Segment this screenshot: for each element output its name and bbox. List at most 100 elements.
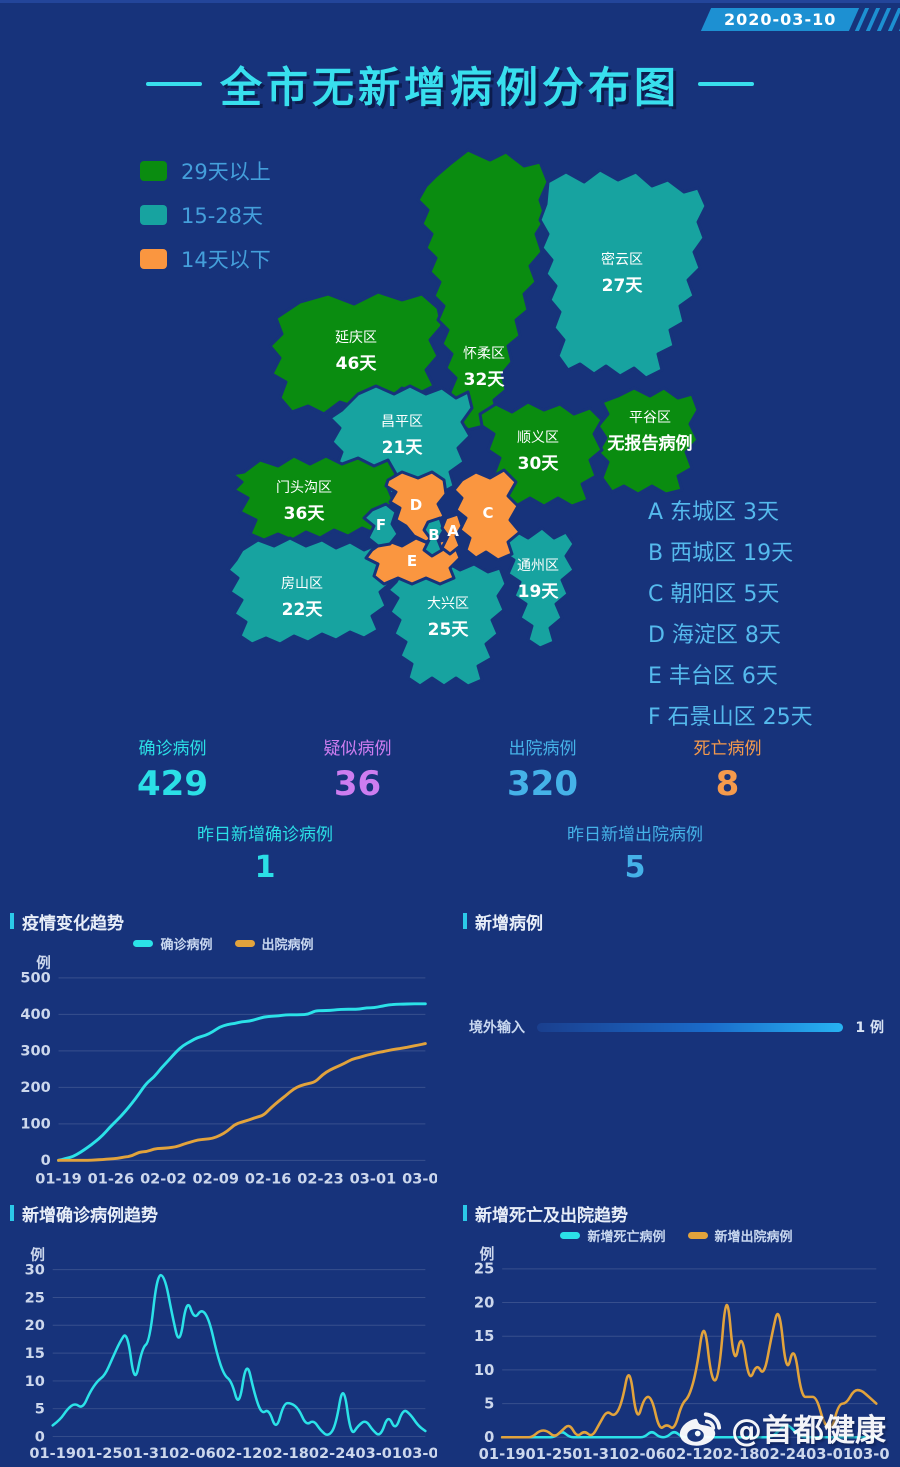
svg-text:20: 20 — [474, 1294, 494, 1311]
svg-text:01-31: 01-31 — [123, 1445, 170, 1462]
district-letter-list: A 东城区 3天 B 西城区 19天 C 朝阳区 5天 D 海淀区 8天 E 丰台区 6… — [648, 494, 813, 731]
map-legend: 29天以上 15-28天 14天以下 — [140, 156, 271, 274]
title-bar-accent — [10, 1205, 14, 1221]
district-name-label: 门头沟区 — [276, 480, 332, 496]
svg-text:100: 100 — [20, 1116, 50, 1133]
svg-text:02-24: 02-24 — [309, 1445, 356, 1462]
svg-text:03-01: 03-01 — [356, 1445, 403, 1462]
title-bar-accent — [10, 913, 14, 929]
trend-chart-legend: 确诊病例 出院病例 — [10, 933, 437, 953]
svg-text:15: 15 — [25, 1345, 45, 1362]
svg-text:20: 20 — [25, 1317, 45, 1334]
svg-text:例: 例 — [30, 1246, 45, 1264]
district-shape-密云区 — [538, 168, 708, 380]
district-days-label: 36天 — [284, 504, 326, 524]
district-list-item: E 丰台区 6天 — [648, 664, 778, 689]
header: 2020-03-10 — [0, 3, 900, 34]
district-letter-label: A — [447, 522, 459, 540]
district-days-label: 25天 — [428, 620, 470, 640]
legend-item: 29天以上 — [140, 156, 271, 186]
district-letter-label: E — [407, 552, 417, 570]
death-discharge-title: 新增死亡及出院趋势 — [475, 1205, 628, 1226]
district-shape-F — [362, 502, 400, 548]
district-days-label: 22天 — [282, 600, 324, 620]
header-stripe — [887, 8, 900, 31]
svg-text:例: 例 — [480, 1245, 495, 1263]
chart-legend-item: 出院病例 — [234, 934, 314, 953]
legend-swatch — [140, 249, 167, 269]
district-name-label: 密云区 — [601, 251, 643, 268]
district-name-label: 延庆区 — [335, 330, 377, 346]
svg-text:25: 25 — [474, 1261, 494, 1278]
svg-text:200: 200 — [20, 1079, 50, 1096]
chart-legend-item: 新增出院病例 — [687, 1226, 793, 1245]
district-days-label: 46天 — [336, 354, 378, 374]
stats-row-1: 确诊病例 429 疑似病例 36 出院病例 320 死亡病例 8 — [80, 734, 820, 804]
stat-value: 1 — [254, 850, 276, 885]
top-accent-line — [0, 0, 900, 3]
svg-text:01-19: 01-19 — [479, 1446, 526, 1463]
svg-text:02-18: 02-18 — [262, 1445, 309, 1462]
svg-text:15: 15 — [474, 1328, 494, 1345]
district-days-label: 32天 — [464, 370, 506, 390]
new-cases-title: 新增病例 — [475, 913, 543, 934]
panel-new-cases: 新增病例 境外输入 1 例 — [463, 909, 890, 1193]
svg-text:02-23: 02-23 — [297, 1171, 344, 1188]
title-bar-accent — [463, 1205, 467, 1221]
district-shape-平谷区 — [596, 386, 700, 496]
district-days-label: 27天 — [602, 276, 644, 296]
panel-trend: 疫情变化趋势 确诊病例 出院病例 0 100 200 300 400 500 例 01-19 01… — [10, 909, 437, 1193]
charts-top-row: 疫情变化趋势 确诊病例 出院病例 0 100 200 300 400 500 例 01-19 01… — [0, 909, 900, 1193]
district-name-label: 平谷区 — [629, 410, 671, 426]
svg-text:10: 10 — [25, 1373, 45, 1390]
title-right-dash — [698, 82, 754, 86]
date-badge: 2020-03-10 — [700, 8, 860, 31]
district-days-label: 无报告病例 — [607, 433, 693, 454]
stat-value: 5 — [624, 850, 646, 885]
district-name-label: 大兴区 — [427, 596, 469, 612]
district-shape-C — [452, 468, 522, 562]
chart-legend-label: 新增死亡病例 — [587, 1229, 666, 1245]
svg-text:5: 5 — [484, 1395, 494, 1412]
district-letter-label: F — [376, 516, 386, 534]
chart-legend-swatch — [560, 1231, 581, 1239]
chart-legend-item: 新增死亡病例 — [560, 1226, 666, 1245]
watermark-text: @首都健康 — [731, 1413, 886, 1449]
district-days-label: 30天 — [518, 454, 560, 474]
imported-cases-row: 境外输入 1 例 — [463, 1017, 890, 1037]
stat-出院病例: 出院病例 320 — [450, 734, 635, 804]
district-list-item: B 西城区 19天 — [648, 541, 794, 566]
svg-text:01-19: 01-19 — [35, 1171, 82, 1188]
watermark: @首都健康 — [677, 1405, 886, 1450]
district-days-label: 19天 — [518, 582, 560, 602]
chart-legend-item: 确诊病例 — [133, 934, 213, 953]
svg-text:01-25: 01-25 — [76, 1445, 123, 1462]
page-title: 全市无新增病例分布图 — [219, 62, 680, 112]
death-discharge-legend: 新增死亡病例 新增出院病例 — [463, 1225, 890, 1245]
district-shape-大兴区 — [386, 560, 508, 688]
map-section: 29天以上 15-28天 14天以下 延庆区 46天 怀柔区 32天 密云区 27天平谷区无报… — [0, 142, 900, 730]
svg-text:01-31: 01-31 — [572, 1446, 619, 1463]
legend-swatch — [140, 161, 167, 181]
district-shape-门头沟区 — [230, 454, 398, 542]
district-days-label: 21天 — [382, 438, 424, 458]
stat-label: 出院病例 — [508, 739, 577, 759]
district-list-item: C 朝阳区 5天 — [648, 582, 780, 607]
district-name-label: 通州区 — [517, 558, 559, 574]
imported-cases-label: 境外输入 — [469, 1020, 525, 1036]
title-row: 全市无新增病例分布图 — [0, 56, 900, 112]
stat-label: 昨日新增确诊病例 — [197, 825, 333, 845]
header-stripes — [843, 8, 900, 31]
district-letter-label: B — [428, 526, 439, 544]
stats-section: 确诊病例 429 疑似病例 36 出院病例 320 死亡病例 8 昨日新增确诊病例 1 昨日新增出… — [0, 734, 900, 885]
stat-死亡病例: 死亡病例 8 — [635, 734, 820, 804]
stat-昨日新增确诊病例: 昨日新增确诊病例 1 — [80, 820, 450, 885]
stats-row-2: 昨日新增确诊病例 1 昨日新增出院病例 5 — [80, 820, 820, 885]
svg-text:03-09: 03-09 — [402, 1445, 437, 1462]
district-name-label: 怀柔区 — [463, 346, 505, 362]
district-shape-房山区 — [226, 536, 394, 646]
stat-label: 昨日新增出院病例 — [567, 825, 703, 845]
district-shape-A — [440, 512, 464, 556]
